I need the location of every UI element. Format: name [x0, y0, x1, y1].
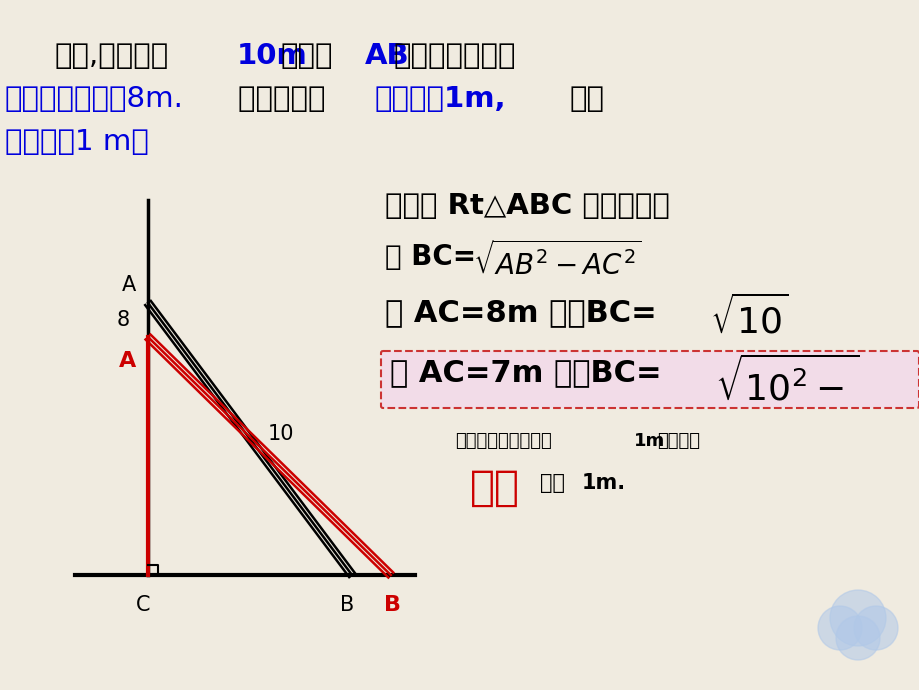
Circle shape	[817, 606, 861, 650]
Text: 滑动: 滑动	[539, 473, 564, 493]
Text: 所以梯子的顶端下滑: 所以梯子的顶端下滑	[455, 432, 551, 450]
Circle shape	[853, 606, 897, 650]
Text: ，它的底: ，它的底	[656, 432, 699, 450]
FancyBboxPatch shape	[380, 351, 918, 408]
Text: $\sqrt{10^2-}$: $\sqrt{10^2-}$	[714, 355, 858, 406]
Text: 1m.: 1m.	[582, 473, 626, 493]
Text: A: A	[119, 351, 136, 371]
Text: 否也滑动1 m？: 否也滑动1 m？	[5, 128, 149, 156]
Text: 10m: 10m	[237, 42, 308, 70]
Text: 如图,一架长为: 如图,一架长为	[55, 42, 169, 70]
Text: $\sqrt{10}$: $\sqrt{10}$	[709, 295, 788, 340]
Text: 的梯子: 的梯子	[280, 42, 333, 70]
Text: 那么: 那么	[570, 85, 605, 113]
Text: 不是: 不是	[470, 467, 519, 509]
Text: 当 AC=8m 时，BC=: 当 AC=8m 时，BC=	[384, 298, 666, 327]
Text: C: C	[136, 595, 150, 615]
Text: A: A	[121, 275, 136, 295]
Text: 得 BC=: 得 BC=	[384, 243, 485, 271]
Text: 8: 8	[117, 310, 130, 330]
Text: 面的垂直距离为8m.: 面的垂直距离为8m.	[5, 85, 184, 113]
Text: B: B	[384, 595, 401, 615]
Text: 顶端下滑1m,: 顶端下滑1m,	[375, 85, 506, 113]
Circle shape	[835, 616, 879, 660]
Text: B: B	[339, 595, 354, 615]
Circle shape	[829, 590, 885, 646]
Text: 斜靠在墙上，梯: 斜靠在墙上，梯	[393, 42, 516, 70]
Text: 1m: 1m	[633, 432, 664, 450]
Text: 当 AC=7m 时，BC=: 当 AC=7m 时，BC=	[390, 358, 672, 387]
Text: AB: AB	[365, 42, 409, 70]
Text: $\sqrt{AB^2-AC^2}$: $\sqrt{AB^2-AC^2}$	[472, 241, 641, 281]
Text: 解：在 Rt△ABC 中，由勾股: 解：在 Rt△ABC 中，由勾股	[384, 192, 669, 220]
Text: 10: 10	[267, 424, 294, 444]
Text: 如果梯子的: 如果梯子的	[238, 85, 335, 113]
